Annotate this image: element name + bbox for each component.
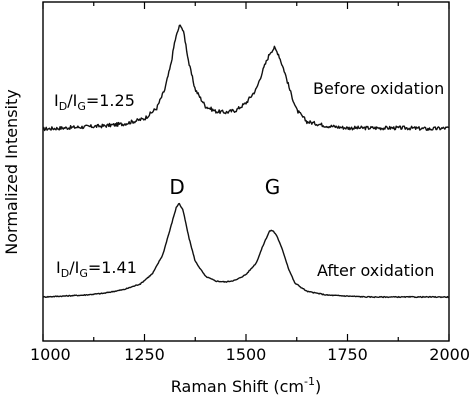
x-axis-label: Raman Shift (cm-1) <box>171 375 321 396</box>
ratio-i: I <box>56 258 61 277</box>
x-tick-label: 1250 <box>124 345 165 364</box>
x-axis-label-main: Raman Shift (cm <box>171 377 304 396</box>
ratio-slash-i: /I <box>69 258 79 277</box>
ratio-value: =1.41 <box>88 258 137 277</box>
x-axis-label-end: ) <box>315 377 321 396</box>
id-ig-ratio-after: ID/IG=1.41 <box>56 258 137 280</box>
x-tick-label: 1500 <box>226 345 267 364</box>
ratio-slash-i: /I <box>67 91 77 110</box>
ratio-value: =1.25 <box>86 91 135 110</box>
x-tick-label: 1000 <box>30 345 71 364</box>
series-name-before-oxidation: Before oxidation <box>313 79 444 98</box>
x-tick-label: 1750 <box>327 345 368 364</box>
series-line-after-oxidation <box>42 202 450 299</box>
peak-label-d: D <box>169 175 184 199</box>
ratio-sub-d: D <box>59 100 67 113</box>
ratio-i: I <box>54 91 59 110</box>
ratio-sub-g: G <box>79 267 88 280</box>
y-axis-label: Normalized Intensity <box>2 89 21 254</box>
peak-label-g: G <box>265 175 281 199</box>
ratio-sub-d: D <box>61 267 69 280</box>
series-layer <box>42 24 450 299</box>
x-axis-label-sup: -1 <box>304 375 315 388</box>
series-line-before-oxidation <box>42 24 450 132</box>
x-tick-label: 2000 <box>429 345 470 364</box>
x-axis-ticks <box>42 2 450 341</box>
id-ig-ratio-before: ID/IG=1.25 <box>54 91 135 113</box>
plot-frame <box>42 1 450 342</box>
x-axis-tick-labels: 1000 1250 1500 1750 2000 <box>30 345 470 364</box>
series-name-after-oxidation: After oxidation <box>317 261 434 280</box>
ratio-sub-g: G <box>77 100 86 113</box>
